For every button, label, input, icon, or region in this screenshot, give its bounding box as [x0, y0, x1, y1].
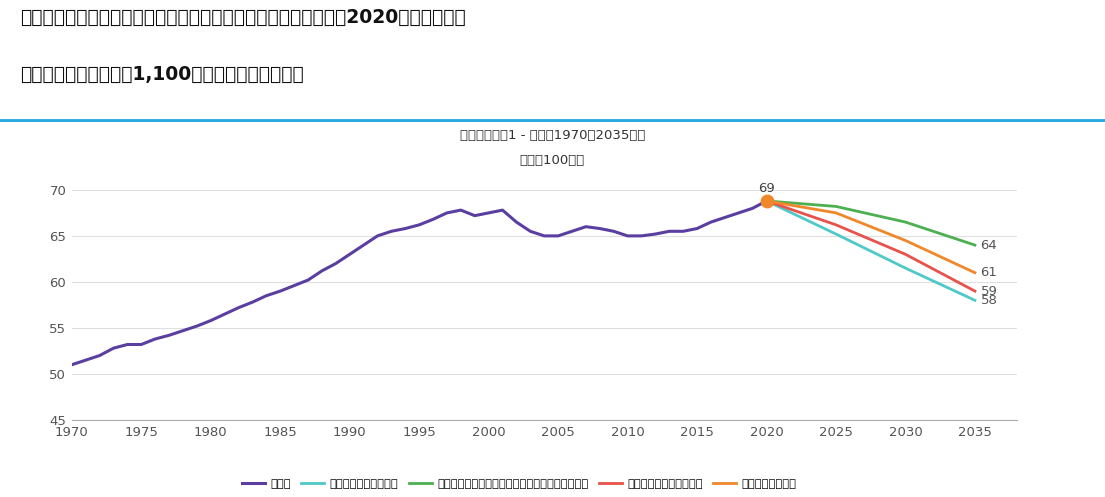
Text: 69: 69: [758, 182, 775, 195]
Text: 61: 61: [980, 266, 998, 279]
Text: 64: 64: [980, 239, 997, 251]
Text: 持するためには、最大1,100万人の正規社員が必要: 持するためには、最大1,100万人の正規社員が必要: [20, 65, 304, 83]
Text: 労働人口予測1 - 日本（1970〜2035年）: 労働人口予測1 - 日本（1970〜2035年）: [460, 129, 645, 142]
Text: 59: 59: [980, 285, 998, 298]
Legend: 実績値, 状況が変化しない場合, ジェンダーギャップ解消および定年年齢引き上げ, ジェンダーギャップ解消, 定年年齢引き上げ: 実績値, 状況が変化しない場合, ジェンダーギャップ解消および定年年齢引き上げ,…: [238, 475, 801, 494]
Text: 日本が労働力不足を外国人労働者で埋めるとしても、労働人口を2020年の水準で維: 日本が労働力不足を外国人労働者で埋めるとしても、労働人口を2020年の水準で維: [20, 7, 465, 26]
Text: 58: 58: [980, 294, 998, 307]
Text: 単位：100万人: 単位：100万人: [519, 154, 586, 167]
